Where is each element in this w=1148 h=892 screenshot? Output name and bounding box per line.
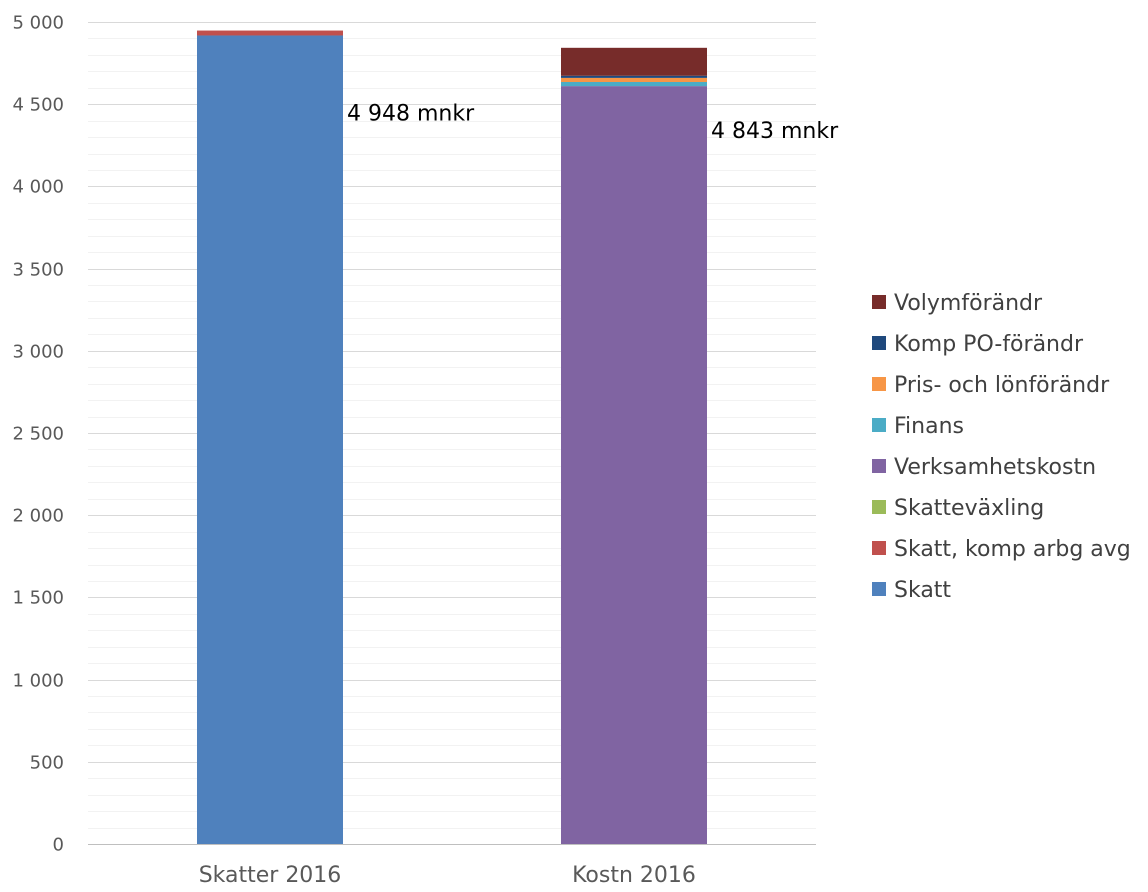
y-tick-label: 4 000: [12, 177, 64, 198]
legend-swatch: [872, 459, 886, 473]
legend-swatch: [872, 336, 886, 350]
bar-segment: [197, 35, 343, 845]
legend-swatch: [872, 377, 886, 391]
y-tick-label: 3 000: [12, 342, 64, 363]
y-tick-label: 1 500: [12, 588, 64, 609]
x-axis: Skatter 2016 Kostn 2016: [199, 863, 696, 888]
y-tick-label: 0: [53, 835, 64, 856]
total-data-label: 4 948 mnkr: [347, 102, 475, 127]
legend-label: Pris- och lönförändr: [894, 373, 1110, 398]
legend-label: Finans: [894, 414, 964, 439]
legend-swatch: [872, 541, 886, 555]
legend-label: Skatt, komp arbg avg: [894, 537, 1131, 562]
legend-label: Skatteväxling: [894, 496, 1044, 521]
y-tick-label: 2 500: [12, 424, 64, 445]
bar-segment: [561, 75, 707, 78]
y-tick-label: 5 000: [12, 13, 64, 34]
bar-segment: [561, 82, 707, 87]
bar-segment: [561, 47, 707, 76]
legend-label: Verksamhetskostn: [894, 455, 1096, 480]
x-category-label: Kostn 2016: [572, 863, 696, 888]
y-tick-label: 1 000: [12, 671, 64, 692]
y-axis-tick-labels: 0 500 1 000 1 500 2 000 2 500 3 000 3 500 4 000 4…: [12, 13, 64, 856]
bar-segment: [197, 30, 343, 36]
total-data-labels: 4 948 mnkr 4 843 mnkr: [347, 102, 839, 144]
legend-swatch: [872, 418, 886, 432]
y-tick-label: 2 000: [12, 506, 64, 527]
legend-swatch: [872, 500, 886, 514]
legend: Volymförändr Komp PO-förändr Pris- och lön…: [872, 291, 1131, 603]
legend-swatch: [872, 295, 886, 309]
legend-label: Volymförändr: [894, 291, 1043, 316]
y-tick-label: 4 500: [12, 95, 64, 116]
legend-swatch: [872, 582, 886, 596]
x-category-label: Skatter 2016: [199, 863, 342, 888]
total-data-label: 4 843 mnkr: [711, 119, 839, 144]
legend-label: Komp PO-förändr: [894, 332, 1084, 357]
bar-segment: [561, 77, 707, 83]
legend-label: Skatt: [894, 578, 951, 603]
y-tick-label: 500: [30, 753, 64, 774]
bar-stacks: [197, 30, 707, 845]
bar-segment: [561, 86, 707, 845]
y-tick-label: 3 500: [12, 260, 64, 281]
